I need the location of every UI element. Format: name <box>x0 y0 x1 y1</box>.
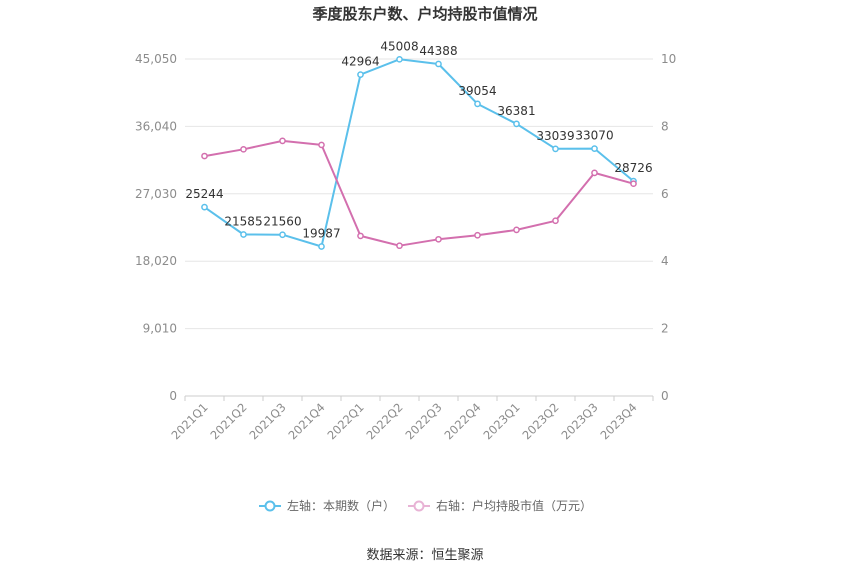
x-tick-label: 2022Q4 <box>441 400 483 442</box>
left-tick-label: 18,020 <box>135 254 177 268</box>
legend-label: 右轴：户均持股市值（万元） <box>436 498 592 513</box>
series-line-avg-value <box>204 139 634 247</box>
data-label: 33070 <box>575 129 613 143</box>
right-tick-label: 8 <box>661 119 669 133</box>
legend-label: 左轴：本期数（户） <box>287 498 395 513</box>
data-point <box>201 203 208 211</box>
left-tick-label: 27,030 <box>135 187 177 201</box>
data-point <box>552 145 559 153</box>
x-tick-label: 2022Q1 <box>324 400 366 442</box>
data-point <box>435 235 442 243</box>
data-label: 42964 <box>341 55 379 69</box>
source-note: 数据来源：恒生聚源 <box>366 548 483 563</box>
data-point <box>240 231 247 238</box>
data-point <box>591 145 598 152</box>
data-label: 21585 <box>224 215 262 229</box>
x-tick-label: 2023Q3 <box>558 400 600 442</box>
data-point <box>279 231 286 239</box>
data-point <box>201 152 208 160</box>
x-tick-label: 2021Q1 <box>168 400 210 442</box>
data-point <box>357 71 364 78</box>
data-point <box>240 145 247 153</box>
x-axis: 2021Q12021Q22021Q32021Q42022Q12022Q22022… <box>168 396 654 442</box>
right-tick-label: 6 <box>661 187 669 201</box>
series-line-households <box>203 58 635 248</box>
left-axis-ticks: 0 9,010 18,020 27,030 36,040 45,050 <box>135 52 177 403</box>
right-tick-label: 0 <box>661 389 669 403</box>
data-label: 33039 <box>536 129 574 143</box>
data-point <box>318 243 325 250</box>
data-point <box>552 217 559 225</box>
data-label: 44388 <box>419 44 457 58</box>
legend[interactable]: 左轴：本期数（户） 右轴：户均持股市值（万元） <box>259 498 592 513</box>
data-point <box>396 242 403 250</box>
right-axis-ticks: 0 2 4 6 8 10 <box>661 52 676 403</box>
right-tick-label: 10 <box>661 52 676 66</box>
x-tick-label: 2021Q4 <box>285 400 327 442</box>
x-tick-label: 2023Q2 <box>519 400 561 442</box>
data-point <box>435 60 442 68</box>
data-point <box>513 226 520 234</box>
data-label: 21560 <box>263 215 301 229</box>
x-tick-label: 2021Q2 <box>207 400 249 442</box>
legend-swatch-marker <box>413 500 425 512</box>
right-tick-label: 4 <box>661 254 669 268</box>
data-label: 36381 <box>497 104 535 118</box>
data-point <box>630 180 637 188</box>
data-point <box>396 55 403 63</box>
x-tick-label: 2023Q4 <box>597 400 639 442</box>
x-tick-label: 2022Q2 <box>363 400 405 442</box>
legend-swatch-marker <box>264 500 276 512</box>
x-tick-label: 2022Q3 <box>402 400 444 442</box>
data-point <box>513 120 520 128</box>
data-label: 45008 <box>380 39 418 53</box>
chart-title: 季度股东户数、户均持股市值情况 <box>312 5 537 23</box>
data-label: 19987 <box>302 226 340 240</box>
data-point <box>474 100 481 108</box>
data-label: 28726 <box>614 161 652 175</box>
data-point <box>279 137 286 145</box>
x-tick-label: 2023Q1 <box>480 400 522 442</box>
left-tick-label: 45,050 <box>135 52 177 66</box>
data-point <box>357 232 364 240</box>
left-tick-label: 0 <box>169 389 177 403</box>
legend-item[interactable]: 右轴：户均持股市值（万元） <box>408 498 592 513</box>
x-tick-label: 2021Q3 <box>246 400 288 442</box>
data-point <box>474 231 481 239</box>
left-tick-label: 9,010 <box>143 322 177 336</box>
data-point <box>318 141 325 149</box>
legend-item[interactable]: 左轴：本期数（户） <box>259 498 395 513</box>
left-tick-label: 36,040 <box>135 119 177 133</box>
data-label: 39054 <box>458 84 496 98</box>
data-point <box>591 169 598 177</box>
right-tick-label: 2 <box>661 322 669 336</box>
data-label: 25244 <box>185 187 223 201</box>
